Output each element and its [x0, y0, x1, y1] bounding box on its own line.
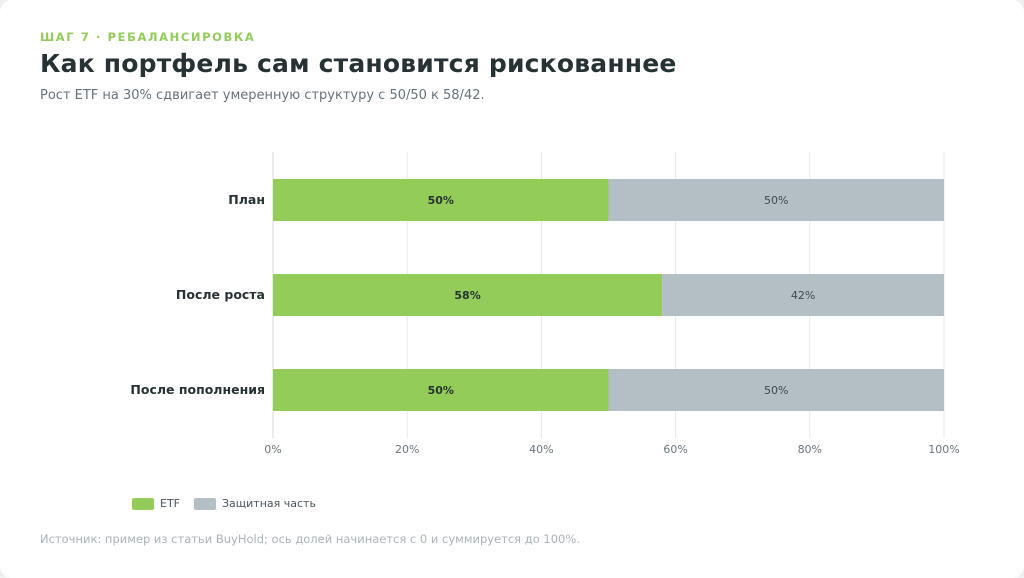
x-tick-label-20: 20% — [395, 443, 419, 456]
x-tick-label-60: 60% — [663, 443, 687, 456]
bar-label-defensive-1: 42% — [791, 289, 815, 302]
legend-label-defensive: Защитная часть — [222, 497, 316, 510]
bar-label-etf-0: 50% — [428, 194, 454, 207]
bar-defensive-1 — [662, 274, 944, 316]
bar-label-defensive-0: 50% — [764, 194, 788, 207]
x-tick-label-100: 100% — [928, 443, 959, 456]
bar-etf-1 — [273, 274, 663, 316]
legend-item-defensive: Защитная часть — [194, 497, 316, 510]
chart-legend: ETF Защитная часть — [132, 497, 330, 510]
legend-label-etf: ETF — [160, 497, 180, 510]
bar-etf-0 — [273, 179, 609, 221]
source-note: Источник: пример из статьи BuyHold; ось … — [40, 532, 580, 546]
bar-etf-2 — [273, 369, 609, 411]
legend-swatch-defensive — [194, 497, 216, 510]
legend-item-etf: ETF — [132, 497, 180, 510]
x-tick-label-0: 0% — [264, 443, 281, 456]
chart-subtitle: Рост ETF на 30% сдвигает умеренную струк… — [40, 88, 485, 103]
legend-swatch-etf — [132, 497, 154, 510]
step-eyebrow: ШАГ 7 · РЕБАЛАНСИРОВКА — [40, 30, 256, 44]
chart-title: Как портфель сам становится рискованнее — [40, 49, 677, 78]
bar-defensive-0 — [608, 179, 944, 221]
category-label-2: После пополнения — [130, 382, 265, 397]
category-label-1: После роста — [176, 287, 265, 302]
category-label-0: План — [228, 192, 265, 207]
x-tick-label-80: 80% — [798, 443, 822, 456]
bar-label-etf-2: 50% — [428, 384, 454, 397]
bar-label-defensive-2: 50% — [764, 384, 788, 397]
bar-label-etf-1: 58% — [454, 289, 480, 302]
bar-defensive-2 — [608, 369, 944, 411]
x-tick-label-40: 40% — [529, 443, 553, 456]
